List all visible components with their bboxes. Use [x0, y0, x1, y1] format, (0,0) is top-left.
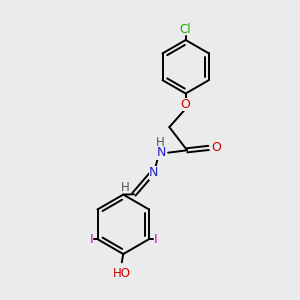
- Text: N: N: [156, 146, 166, 159]
- Text: Cl: Cl: [180, 23, 191, 37]
- Text: O: O: [181, 98, 190, 111]
- Text: I: I: [89, 233, 93, 246]
- Text: H: H: [156, 136, 165, 149]
- Text: N: N: [149, 167, 159, 179]
- Text: O: O: [211, 141, 221, 154]
- Text: I: I: [153, 233, 157, 246]
- Text: H: H: [121, 181, 130, 194]
- Text: HO: HO: [113, 266, 131, 280]
